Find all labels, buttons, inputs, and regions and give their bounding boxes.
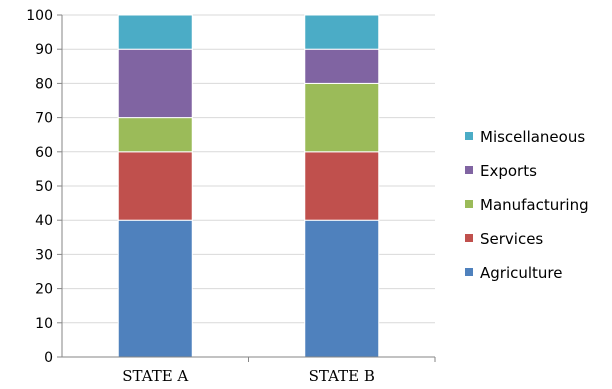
x-category-label: STATE B (309, 367, 375, 385)
y-tick-label: 70 (35, 111, 53, 127)
legend-label: Manufacturing (480, 196, 589, 214)
y-tick-label: 40 (35, 213, 53, 229)
y-tick-label: 50 (35, 179, 53, 195)
x-category-label: STATE A (122, 367, 188, 385)
legend-swatch (465, 166, 473, 174)
legend-label: Exports (480, 162, 537, 180)
y-tick-label: 100 (26, 8, 53, 24)
legend-swatch (465, 234, 473, 242)
y-tick-label: 10 (35, 316, 53, 332)
bar-segment-services-b (304, 151, 380, 221)
bar-segment-manufacturing-b (304, 82, 380, 153)
y-tick-label: 60 (35, 145, 53, 161)
y-tick-label: 30 (35, 247, 53, 263)
bar-segment-exports-b (304, 48, 380, 84)
bar-segment-miscellaneous-a (117, 14, 193, 50)
legend-swatch (465, 132, 473, 140)
legend-swatch (465, 200, 473, 208)
bar-segment-agriculture-b (304, 219, 380, 358)
y-tick-label: 80 (35, 76, 53, 92)
y-tick-label: 90 (35, 42, 53, 58)
y-tick-label: 20 (35, 282, 53, 298)
y-tick-label: 0 (44, 350, 53, 366)
legend-label: Agriculture (480, 264, 563, 282)
legend-label: Services (480, 230, 543, 248)
bar-segment-agriculture-a (117, 219, 193, 358)
legend: Miscellaneous Exports Manufacturing Service… (465, 128, 589, 282)
legend-label: Miscellaneous (480, 128, 585, 146)
bars (117, 14, 380, 358)
bar-segment-services-a (117, 151, 193, 221)
bar-segment-miscellaneous-b (304, 14, 380, 50)
y-axis-ticks: 0 10 20 30 40 50 60 70 80 90 100 (26, 8, 62, 366)
x-axis-labels: STATE A STATE B (122, 367, 375, 385)
legend-swatch (465, 268, 473, 276)
bar-segment-manufacturing-a (117, 117, 193, 153)
bar-segment-exports-a (117, 48, 193, 119)
